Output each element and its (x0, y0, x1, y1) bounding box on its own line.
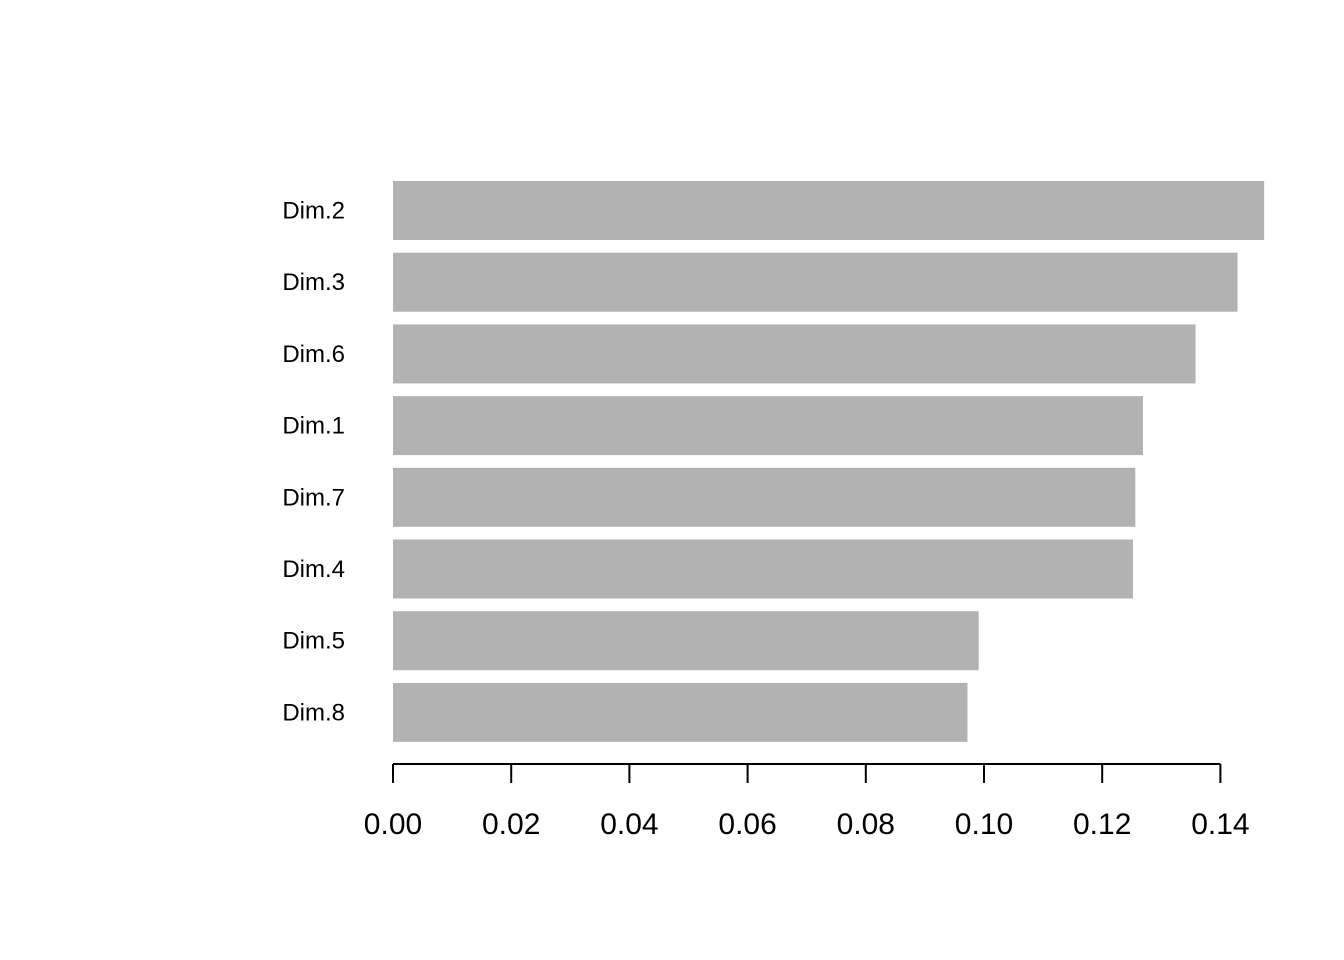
bar-dim-7 (393, 467, 1136, 527)
bar-dim-2 (393, 181, 1265, 240)
x-tick-label: 0.04 (600, 808, 658, 841)
category-label: Dim.7 (282, 484, 345, 511)
category-label: Dim.3 (282, 269, 345, 296)
bar-dim-8 (393, 682, 968, 742)
x-tick-label: 0.14 (1191, 808, 1249, 841)
category-label: Dim.5 (282, 628, 345, 655)
category-label: Dim.2 (282, 198, 345, 225)
category-labels: Dim.2 Dim.3 Dim.6 Dim.1 Dim.7 Dim.4 Dim.5 Dim.8 (282, 198, 345, 727)
category-label: Dim.6 (282, 341, 345, 368)
bar-dim-1 (393, 396, 1143, 456)
x-tick-label: 0.02 (482, 808, 540, 841)
x-tick-label: 0.10 (955, 808, 1013, 841)
category-label: Dim.1 (282, 413, 345, 440)
bar-dim-5 (393, 611, 979, 671)
bar-dim-3 (393, 252, 1238, 312)
bar-dim-4 (393, 539, 1133, 599)
bar-dim-6 (393, 324, 1196, 384)
category-label: Dim.8 (282, 699, 345, 726)
x-tick-label: 0.08 (837, 808, 895, 841)
category-label: Dim.4 (282, 556, 345, 583)
x-tick-label: 0.00 (364, 808, 422, 841)
x-tick-label: 0.12 (1073, 808, 1131, 841)
x-axis: 0.00 0.02 0.04 0.06 0.08 0.10 0.12 0.14 (364, 763, 1250, 841)
bars (393, 181, 1265, 742)
x-tick-label: 0.06 (718, 808, 776, 841)
